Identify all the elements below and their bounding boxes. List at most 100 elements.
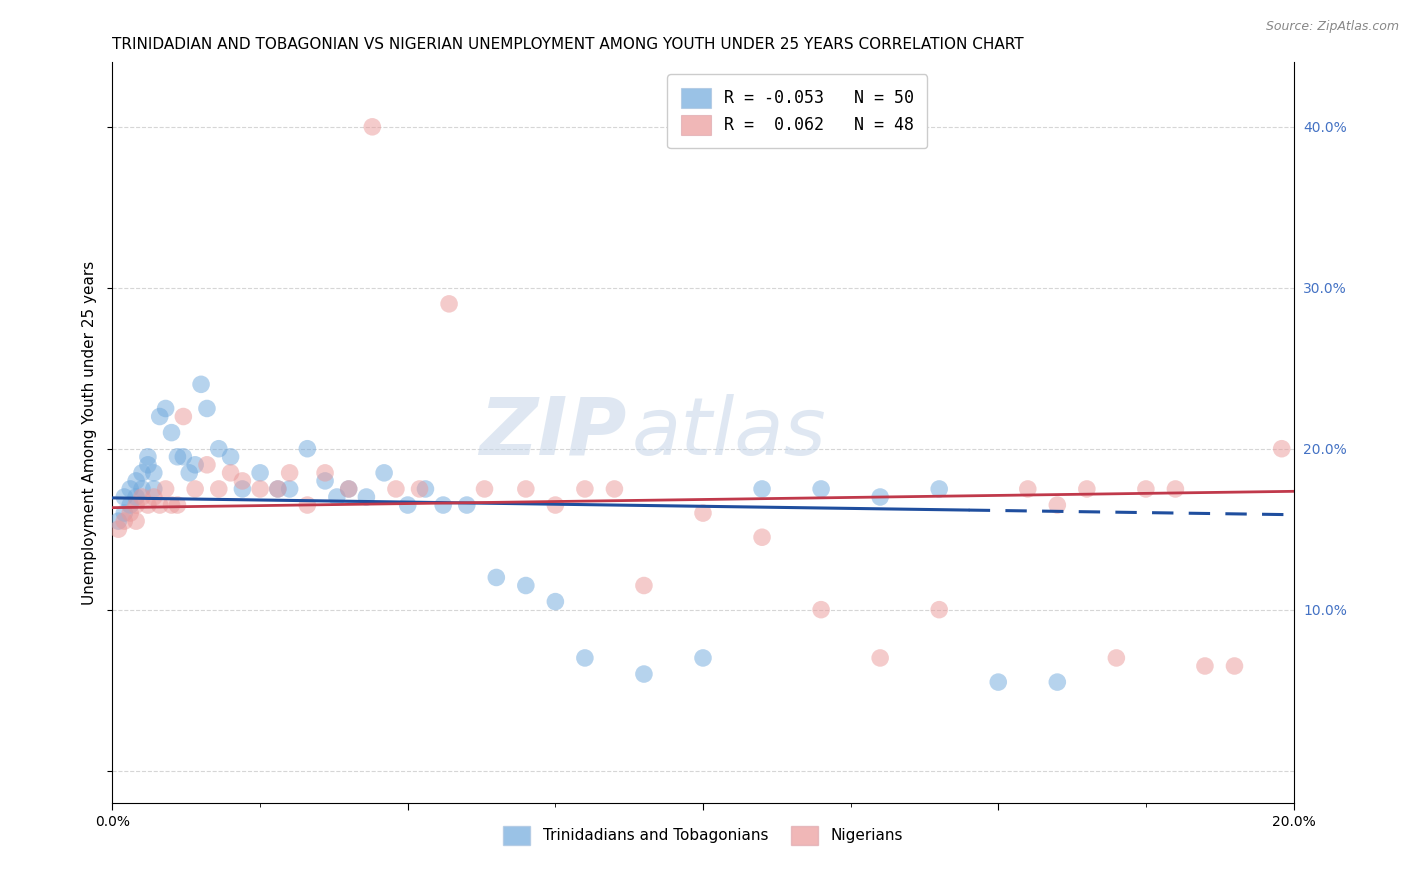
Point xyxy=(633,667,655,681)
Point xyxy=(219,450,242,464)
Point xyxy=(172,450,194,464)
Point xyxy=(751,530,773,544)
Point xyxy=(231,482,253,496)
Point xyxy=(172,409,194,424)
Point xyxy=(692,506,714,520)
Point xyxy=(1194,659,1216,673)
Y-axis label: Unemployment Among Youth under 25 years: Unemployment Among Youth under 25 years xyxy=(82,260,97,605)
Point xyxy=(125,490,148,504)
Point xyxy=(633,578,655,592)
Point xyxy=(437,297,460,311)
Point xyxy=(432,498,454,512)
Point xyxy=(515,578,537,592)
Point xyxy=(208,442,231,456)
Point xyxy=(337,482,360,496)
Point xyxy=(125,514,148,528)
Point xyxy=(131,482,153,496)
Point xyxy=(155,401,177,416)
Point xyxy=(155,482,177,496)
Point xyxy=(120,498,142,512)
Point xyxy=(408,482,430,496)
Point xyxy=(869,490,891,504)
Point xyxy=(149,498,172,512)
Point xyxy=(1076,482,1098,496)
Point xyxy=(1046,675,1069,690)
Point xyxy=(544,498,567,512)
Point xyxy=(928,482,950,496)
Text: ZIP: ZIP xyxy=(479,393,626,472)
Point xyxy=(184,482,207,496)
Point xyxy=(574,651,596,665)
Point xyxy=(166,498,188,512)
Point xyxy=(120,482,142,496)
Point xyxy=(142,490,165,504)
Point xyxy=(1271,442,1294,456)
Point xyxy=(515,482,537,496)
Point xyxy=(810,482,832,496)
Point xyxy=(326,490,349,504)
Point xyxy=(1046,498,1069,512)
Point xyxy=(810,602,832,616)
Point xyxy=(692,651,714,665)
Point xyxy=(278,482,301,496)
Point xyxy=(112,506,135,520)
Point xyxy=(184,458,207,472)
Point xyxy=(1017,482,1039,496)
Point xyxy=(160,425,183,440)
Point xyxy=(125,474,148,488)
Point xyxy=(356,490,378,504)
Point xyxy=(1164,482,1187,496)
Point xyxy=(474,482,496,496)
Point xyxy=(166,450,188,464)
Point xyxy=(314,466,336,480)
Point xyxy=(149,409,172,424)
Point xyxy=(249,482,271,496)
Point xyxy=(231,474,253,488)
Point xyxy=(112,490,135,504)
Text: atlas: atlas xyxy=(633,393,827,472)
Point xyxy=(112,514,135,528)
Text: Source: ZipAtlas.com: Source: ZipAtlas.com xyxy=(1265,20,1399,33)
Point xyxy=(195,401,218,416)
Point xyxy=(396,498,419,512)
Point xyxy=(160,498,183,512)
Point xyxy=(142,482,165,496)
Point xyxy=(219,466,242,480)
Point xyxy=(385,482,408,496)
Point xyxy=(544,594,567,608)
Legend: Trinidadians and Tobagonians, Nigerians: Trinidadians and Tobagonians, Nigerians xyxy=(496,820,910,851)
Point xyxy=(751,482,773,496)
Point xyxy=(314,474,336,488)
Point xyxy=(456,498,478,512)
Point xyxy=(267,482,290,496)
Point xyxy=(1135,482,1157,496)
Point xyxy=(131,490,153,504)
Point xyxy=(278,466,301,480)
Point xyxy=(415,482,437,496)
Point xyxy=(1105,651,1128,665)
Point xyxy=(136,450,159,464)
Point xyxy=(120,506,142,520)
Point xyxy=(179,466,201,480)
Point xyxy=(142,466,165,480)
Point xyxy=(373,466,395,480)
Point xyxy=(337,482,360,496)
Point xyxy=(208,482,231,496)
Point xyxy=(361,120,384,134)
Point xyxy=(267,482,290,496)
Point xyxy=(869,651,891,665)
Point xyxy=(603,482,626,496)
Point xyxy=(987,675,1010,690)
Point xyxy=(136,498,159,512)
Point xyxy=(485,570,508,584)
Point xyxy=(131,466,153,480)
Point xyxy=(928,602,950,616)
Text: TRINIDADIAN AND TOBAGONIAN VS NIGERIAN UNEMPLOYMENT AMONG YOUTH UNDER 25 YEARS C: TRINIDADIAN AND TOBAGONIAN VS NIGERIAN U… xyxy=(112,37,1024,52)
Point xyxy=(1223,659,1246,673)
Point xyxy=(195,458,218,472)
Point xyxy=(107,522,129,536)
Point xyxy=(574,482,596,496)
Point xyxy=(249,466,271,480)
Point xyxy=(125,498,148,512)
Point xyxy=(297,498,319,512)
